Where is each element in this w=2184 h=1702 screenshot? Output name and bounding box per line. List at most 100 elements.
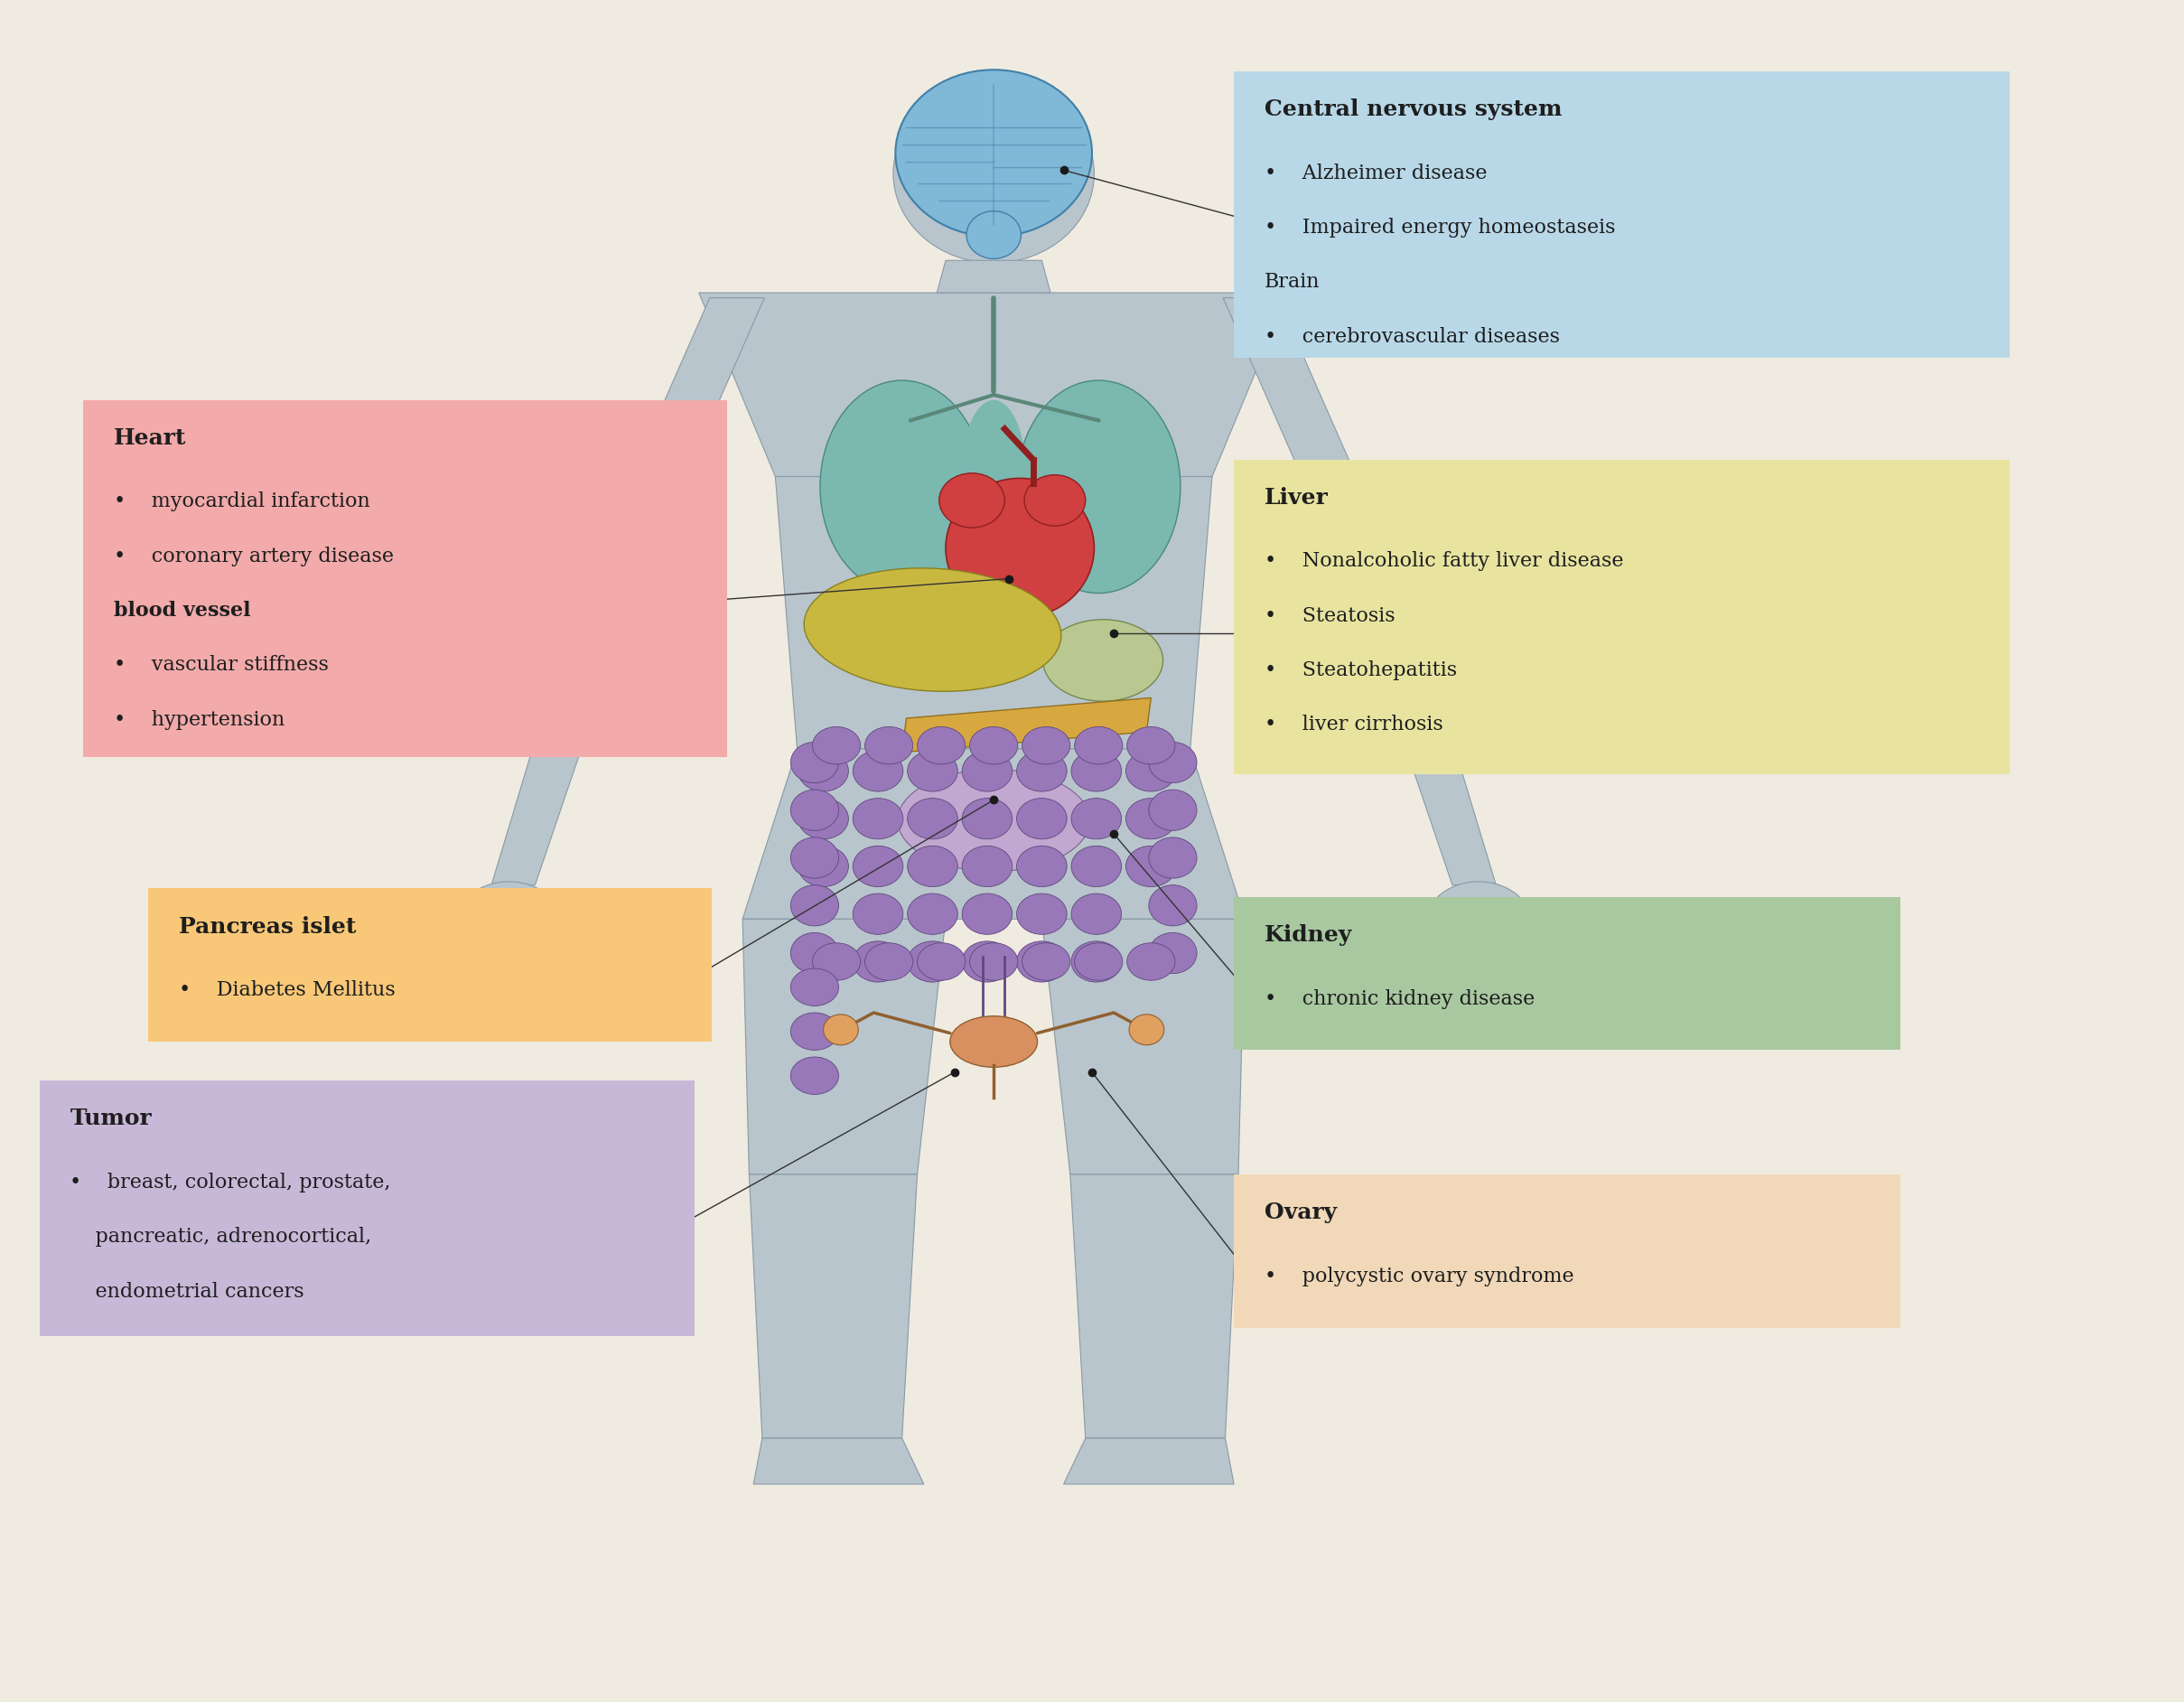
Text: •    Impaired energy homeostaseis: • Impaired energy homeostaseis	[1265, 218, 1616, 238]
Text: Heart: Heart	[114, 427, 186, 449]
Ellipse shape	[961, 941, 1011, 982]
Ellipse shape	[812, 727, 860, 764]
Ellipse shape	[852, 846, 902, 887]
Ellipse shape	[865, 727, 913, 764]
Polygon shape	[775, 477, 1212, 749]
Ellipse shape	[791, 968, 839, 1006]
Ellipse shape	[456, 882, 561, 963]
Ellipse shape	[1129, 1014, 1164, 1045]
FancyBboxPatch shape	[1234, 460, 2009, 774]
Polygon shape	[753, 1438, 924, 1484]
Ellipse shape	[791, 933, 839, 974]
Ellipse shape	[1149, 790, 1197, 831]
Ellipse shape	[1127, 943, 1175, 980]
Ellipse shape	[1149, 933, 1197, 974]
Ellipse shape	[791, 837, 839, 878]
Ellipse shape	[1024, 475, 1085, 526]
Ellipse shape	[797, 751, 847, 791]
FancyBboxPatch shape	[39, 1081, 695, 1336]
Text: •    Alzheimer disease: • Alzheimer disease	[1265, 163, 1487, 184]
Ellipse shape	[1127, 727, 1175, 764]
Text: Brain: Brain	[1265, 272, 1319, 293]
Ellipse shape	[893, 83, 1094, 262]
Ellipse shape	[895, 70, 1092, 237]
Text: •    coronary artery disease: • coronary artery disease	[114, 546, 393, 567]
Text: •    Nonalcoholic fatty liver disease: • Nonalcoholic fatty liver disease	[1265, 551, 1623, 572]
Text: •    Steatohepatitis: • Steatohepatitis	[1265, 660, 1457, 681]
Ellipse shape	[970, 727, 1018, 764]
Ellipse shape	[1426, 882, 1531, 963]
Ellipse shape	[797, 846, 847, 887]
Polygon shape	[743, 749, 1245, 919]
Text: •    myocardial infarction: • myocardial infarction	[114, 492, 369, 512]
Polygon shape	[1223, 298, 1409, 596]
Text: •    hypertension: • hypertension	[114, 710, 284, 730]
Text: pancreatic, adrenocortical,: pancreatic, adrenocortical,	[70, 1227, 371, 1248]
Ellipse shape	[1127, 846, 1175, 887]
Ellipse shape	[1127, 798, 1175, 839]
Ellipse shape	[1016, 381, 1179, 594]
Ellipse shape	[906, 894, 957, 934]
Ellipse shape	[852, 894, 902, 934]
Ellipse shape	[965, 211, 1020, 259]
Polygon shape	[937, 260, 1051, 293]
Polygon shape	[749, 1174, 917, 1438]
Ellipse shape	[1022, 727, 1070, 764]
Ellipse shape	[852, 941, 902, 982]
Ellipse shape	[1070, 751, 1123, 791]
Text: Central nervous system: Central nervous system	[1265, 99, 1562, 121]
Ellipse shape	[791, 742, 839, 783]
Ellipse shape	[1075, 727, 1123, 764]
Ellipse shape	[1127, 751, 1175, 791]
Ellipse shape	[961, 400, 1026, 553]
Ellipse shape	[852, 751, 902, 791]
Ellipse shape	[906, 941, 957, 982]
Ellipse shape	[1075, 943, 1123, 980]
Polygon shape	[1354, 596, 1496, 885]
Text: blood vessel: blood vessel	[114, 601, 251, 621]
Ellipse shape	[1149, 837, 1197, 878]
Ellipse shape	[1070, 846, 1123, 887]
Ellipse shape	[797, 798, 847, 839]
Ellipse shape	[812, 943, 860, 980]
Ellipse shape	[906, 751, 957, 791]
Polygon shape	[579, 298, 764, 596]
Ellipse shape	[917, 727, 965, 764]
Ellipse shape	[865, 943, 913, 980]
Text: endometrial cancers: endometrial cancers	[70, 1282, 304, 1302]
Ellipse shape	[917, 943, 965, 980]
FancyBboxPatch shape	[1234, 71, 2009, 357]
Text: •    chronic kidney disease: • chronic kidney disease	[1265, 989, 1535, 1009]
Ellipse shape	[961, 798, 1011, 839]
FancyBboxPatch shape	[1234, 1174, 1900, 1328]
Ellipse shape	[1070, 894, 1123, 934]
Ellipse shape	[1149, 742, 1197, 783]
Text: •    cerebrovascular diseases: • cerebrovascular diseases	[1265, 327, 1559, 347]
Polygon shape	[491, 596, 633, 885]
Text: •    vascular stiffness: • vascular stiffness	[114, 655, 328, 676]
Polygon shape	[902, 698, 1151, 752]
Ellipse shape	[906, 798, 957, 839]
Ellipse shape	[898, 769, 1090, 871]
Ellipse shape	[852, 798, 902, 839]
Polygon shape	[743, 919, 946, 1174]
Polygon shape	[1042, 919, 1245, 1174]
Ellipse shape	[939, 473, 1005, 528]
Text: •    breast, colorectal, prostate,: • breast, colorectal, prostate,	[70, 1173, 391, 1193]
Ellipse shape	[791, 790, 839, 831]
Ellipse shape	[961, 894, 1011, 934]
Text: Pancreas islet: Pancreas islet	[179, 916, 356, 938]
Polygon shape	[699, 293, 1289, 477]
Ellipse shape	[946, 478, 1094, 618]
Text: •    Steatosis: • Steatosis	[1265, 606, 1396, 626]
Text: Tumor: Tumor	[70, 1108, 151, 1130]
Ellipse shape	[970, 943, 1018, 980]
Ellipse shape	[961, 846, 1011, 887]
Ellipse shape	[1022, 943, 1070, 980]
Ellipse shape	[791, 1013, 839, 1050]
Ellipse shape	[1016, 751, 1066, 791]
FancyBboxPatch shape	[1234, 897, 1900, 1050]
Text: Ovary: Ovary	[1265, 1202, 1337, 1224]
FancyBboxPatch shape	[149, 888, 712, 1042]
Text: •    polycystic ovary syndrome: • polycystic ovary syndrome	[1265, 1266, 1575, 1287]
